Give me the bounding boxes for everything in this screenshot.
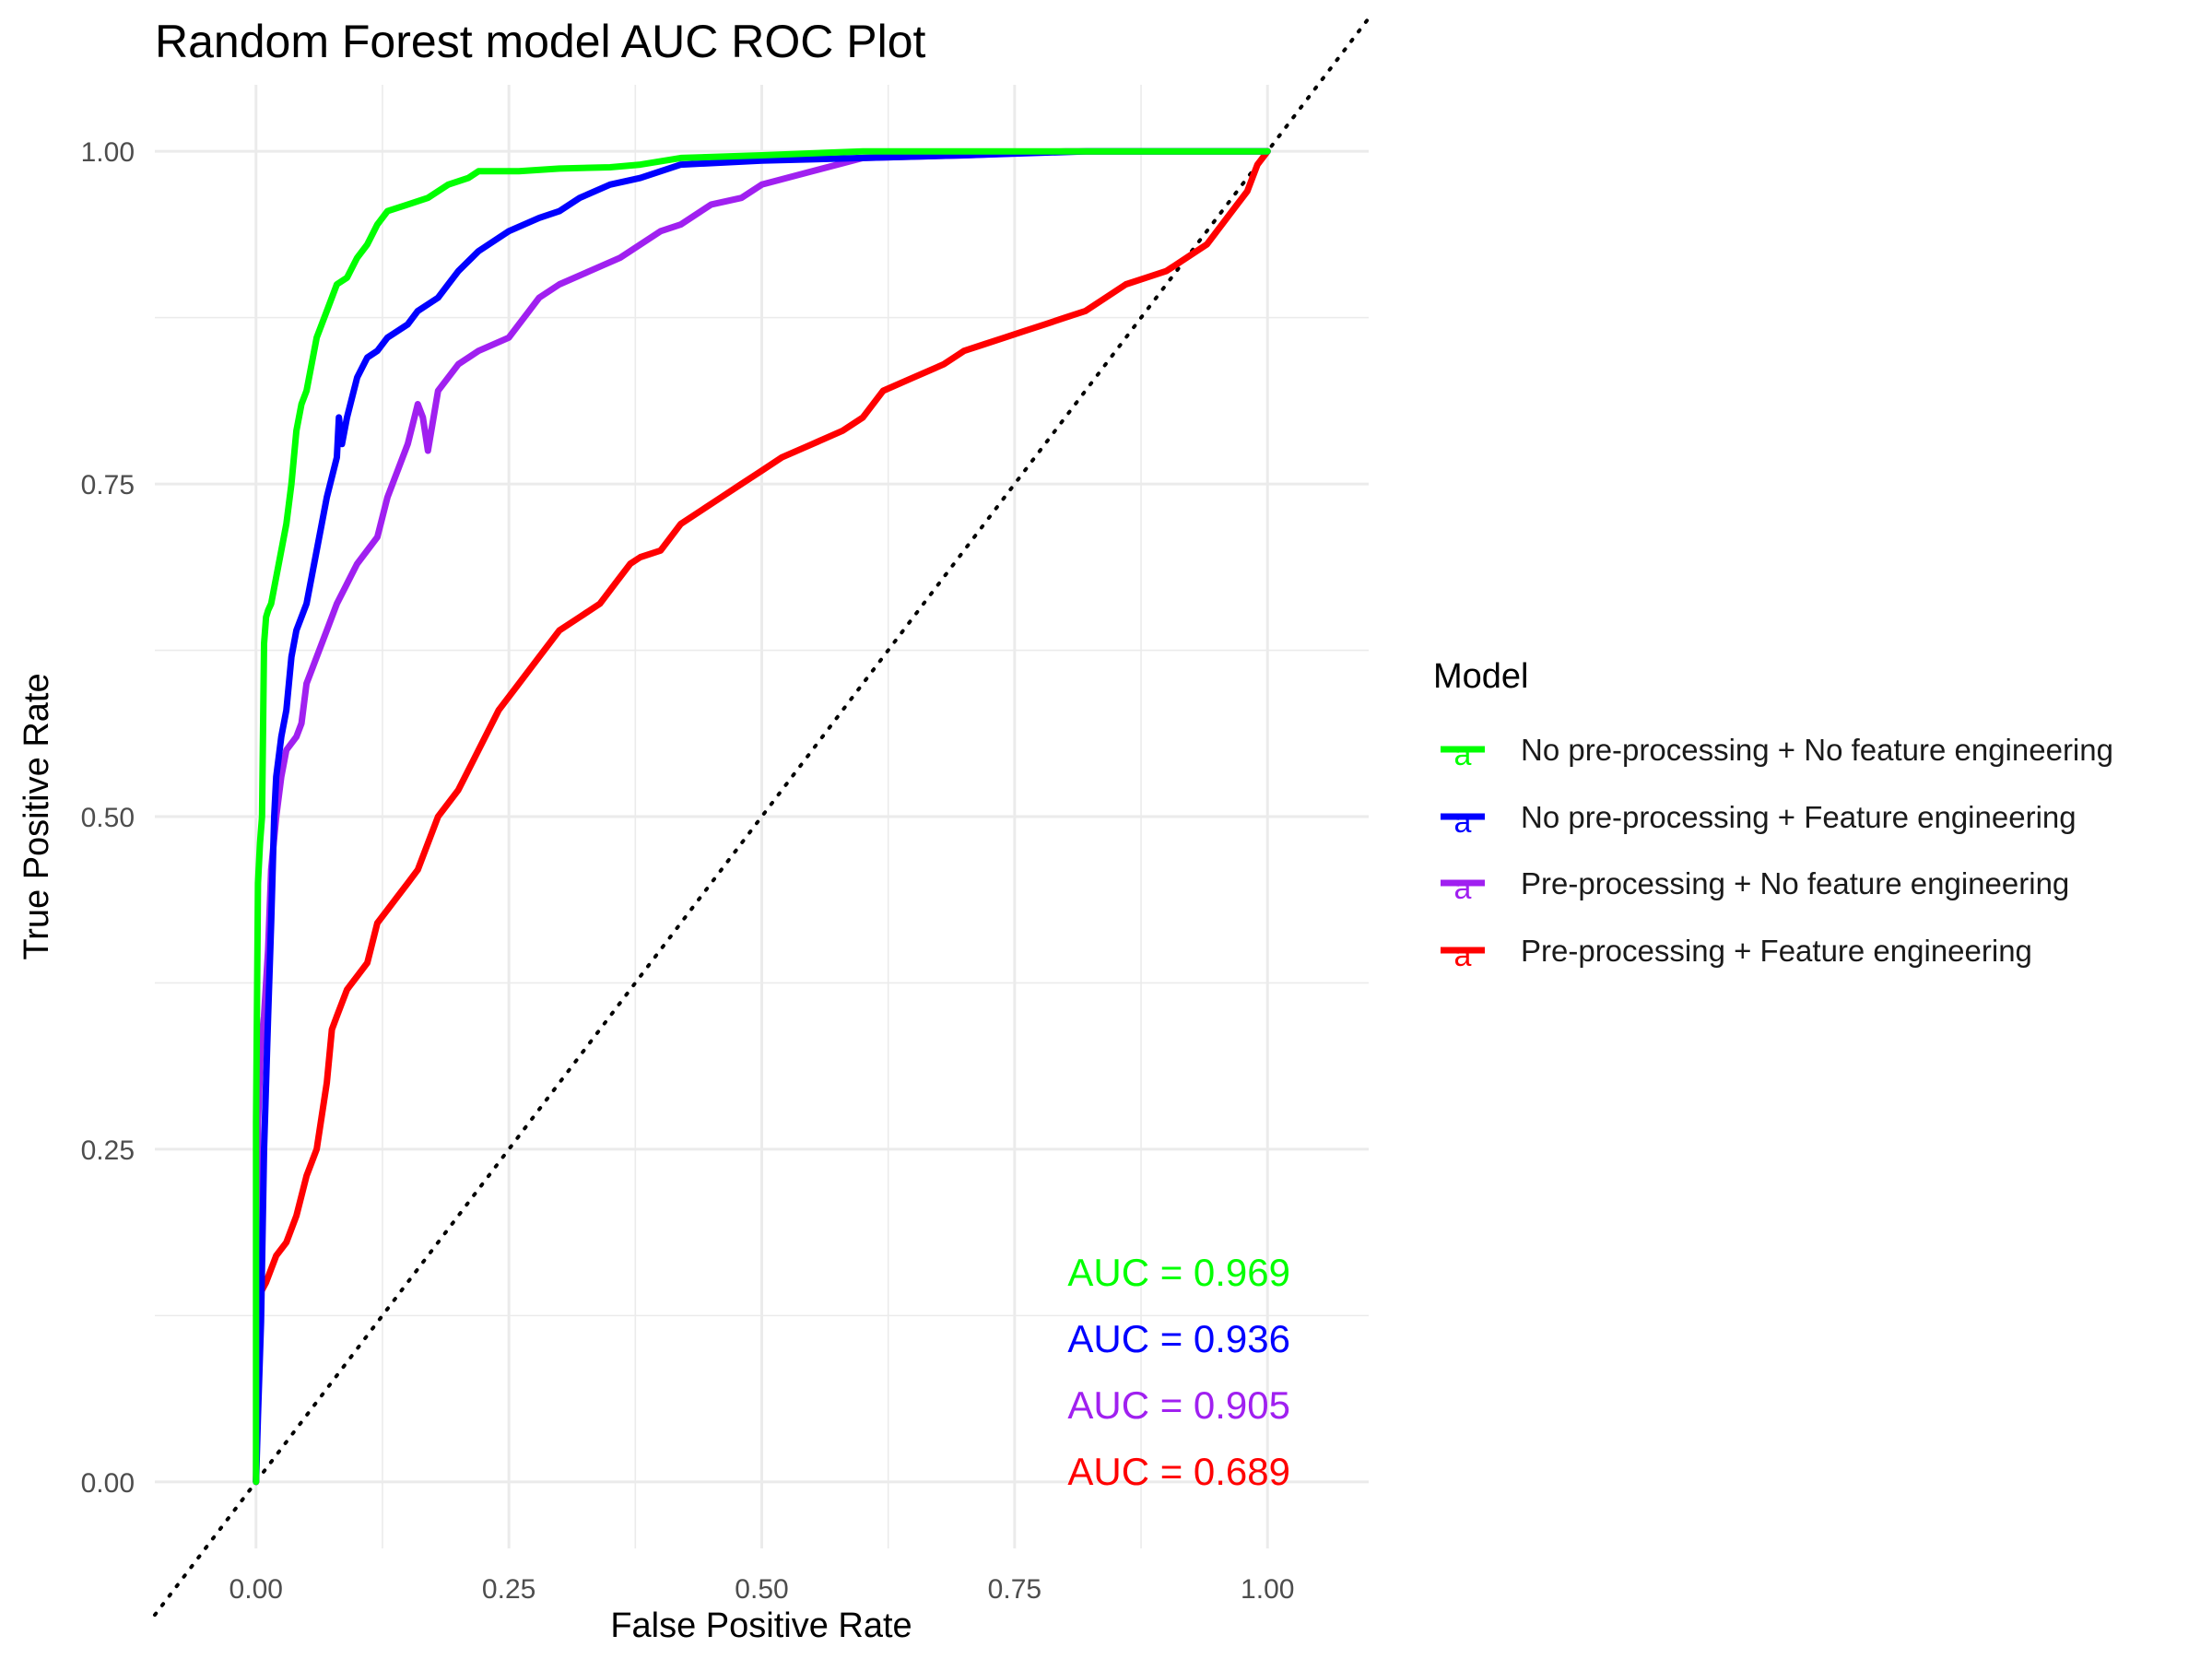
chart-title: Random Forest model AUC ROC Plot <box>155 16 926 67</box>
auc-label-3: AUC = 0.905 <box>1067 1383 1290 1427</box>
legend: a No pre-processing + No feature engineer… <box>1441 733 2113 973</box>
y-tick-label: 1.00 <box>81 137 135 168</box>
axis-ticks: 0.00 0.25 0.50 0.75 1.00 0.00 0.25 0.50 0.75 1.00 <box>81 137 1295 1605</box>
legend-key-glyph: a <box>1454 871 1472 906</box>
legend-label: No pre-processing + No feature engineeri… <box>1521 733 2113 767</box>
legend-key-glyph: a <box>1454 737 1472 772</box>
x-tick-label: 1.00 <box>1241 1574 1294 1605</box>
series-line-1 <box>253 147 1271 1486</box>
legend-item-2: a No pre-processing + Feature engineering <box>1441 800 2077 840</box>
y-tick-label: 0.50 <box>81 803 135 833</box>
x-tick-label: 0.00 <box>229 1574 283 1605</box>
x-tick-label: 0.25 <box>482 1574 535 1605</box>
legend-key-glyph: a <box>1454 805 1472 840</box>
x-tick-label: 0.50 <box>735 1574 788 1605</box>
legend-title: Model <box>1433 657 1529 696</box>
auc-labels: AUC = 0.969 AUC = 0.936 AUC = 0.905 AUC = 0… <box>1067 1251 1290 1493</box>
x-axis-title: False Positive Rate <box>610 1606 912 1645</box>
y-tick-label: 0.75 <box>81 470 135 500</box>
legend-item-4: a Pre-processing + Feature engineering <box>1441 934 2032 973</box>
series-line-3 <box>253 147 1271 1486</box>
series-lines <box>253 147 1271 1486</box>
legend-item-1: a No pre-processing + No feature engineer… <box>1441 733 2113 772</box>
series-line-4 <box>253 147 1271 1486</box>
y-axis-title: True Positive Rate <box>18 673 56 959</box>
series-line-2 <box>253 147 1271 1486</box>
grid <box>155 85 1369 1548</box>
auc-label-2: AUC = 0.936 <box>1067 1317 1290 1360</box>
legend-key-glyph: a <box>1454 938 1472 973</box>
x-tick-label: 0.75 <box>988 1574 1041 1605</box>
reference-diagonal-line <box>153 16 1371 1618</box>
legend-label: No pre-processing + Feature engineering <box>1521 800 2077 834</box>
legend-label: Pre-processing + No feature engineering <box>1521 866 2069 900</box>
y-tick-label: 0.25 <box>81 1135 135 1166</box>
y-tick-label: 0.00 <box>81 1468 135 1499</box>
auc-label-4: AUC = 0.689 <box>1067 1450 1290 1493</box>
legend-item-3: a Pre-processing + No feature engineering <box>1441 866 2069 906</box>
auc-label-1: AUC = 0.969 <box>1067 1251 1290 1294</box>
legend-label: Pre-processing + Feature engineering <box>1521 934 2032 968</box>
